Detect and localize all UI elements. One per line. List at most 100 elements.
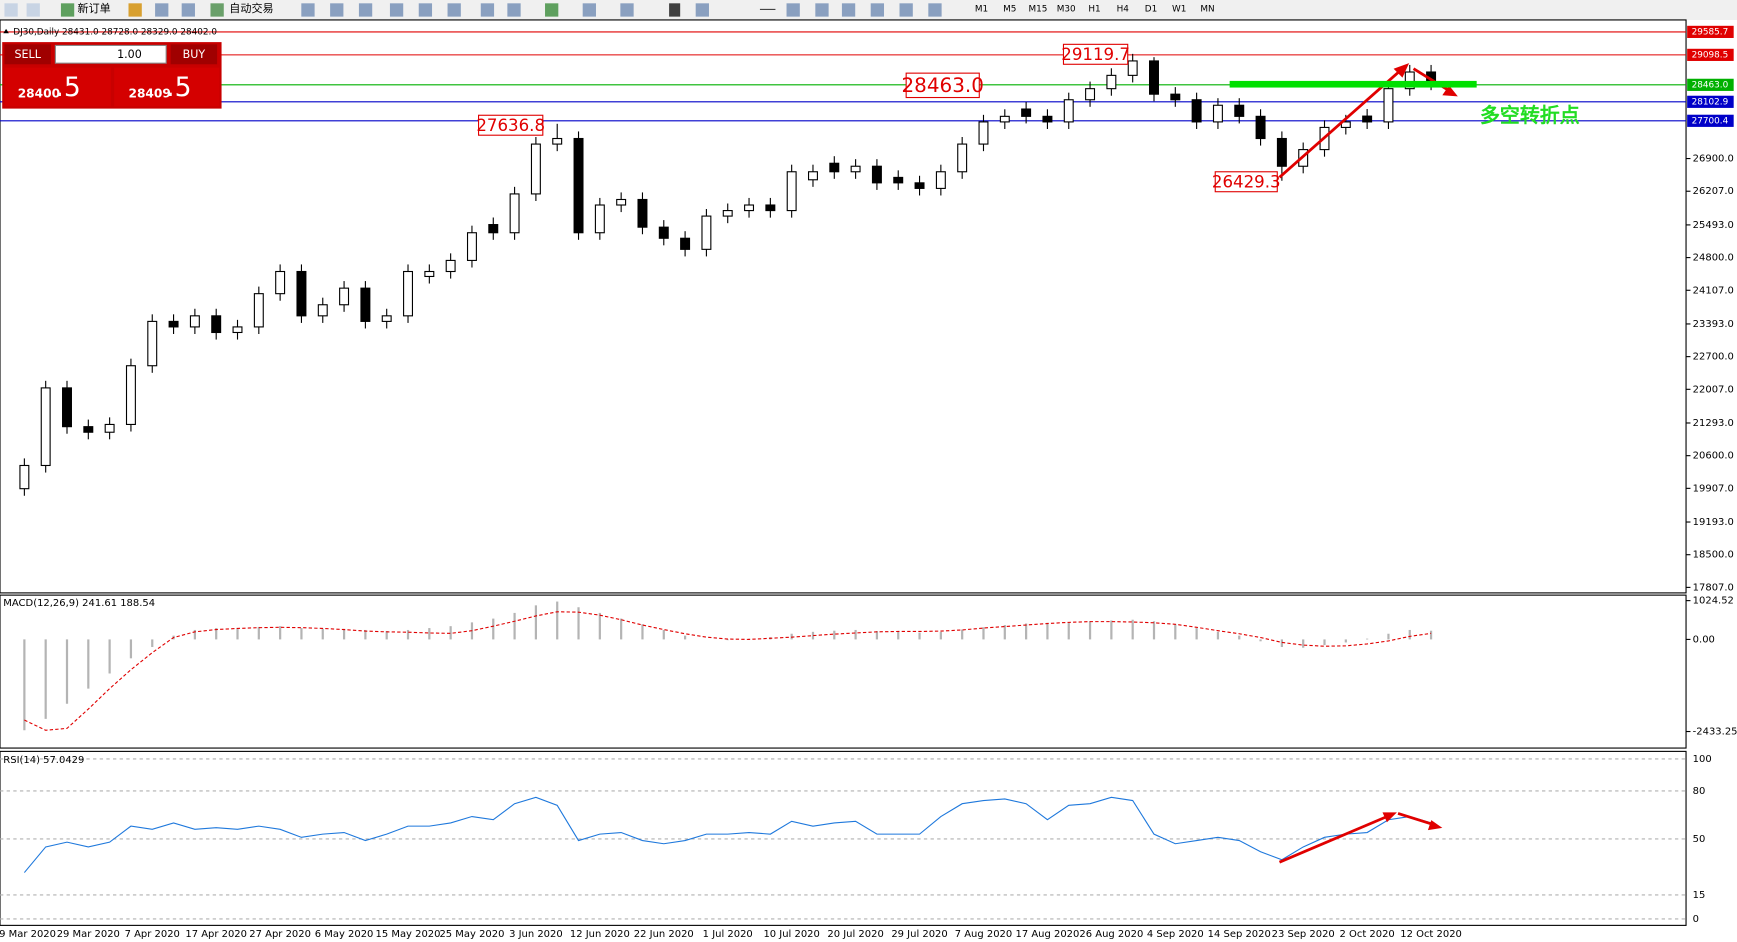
candle-body xyxy=(786,171,797,212)
x-tick-label: 2 Oct 2020 xyxy=(1339,929,1394,940)
candle-body xyxy=(552,137,563,145)
timeframe-button[interactable]: M5 xyxy=(1003,4,1016,14)
x-tick-label: 12 Oct 2020 xyxy=(1400,929,1462,940)
timeframe-button[interactable]: M15 xyxy=(1029,4,1048,14)
symbol-marker xyxy=(3,28,9,34)
candle-body xyxy=(147,320,158,367)
y-tick-label: 19907.0 xyxy=(1693,483,1734,494)
candle-body xyxy=(1255,115,1266,140)
macd-panel xyxy=(0,594,1687,749)
lot-input[interactable] xyxy=(54,44,167,64)
turning-point-note: 多空转折点 xyxy=(1480,103,1580,127)
candle-body xyxy=(978,121,989,145)
candle-body xyxy=(914,182,925,189)
price-line-tag xyxy=(1687,114,1734,127)
candle-body xyxy=(339,287,350,306)
candle-body xyxy=(893,176,904,184)
timeframe-button[interactable]: MN xyxy=(1200,4,1214,14)
price-line-tag xyxy=(1687,48,1734,61)
candle-body xyxy=(744,204,755,212)
candle-body xyxy=(1340,121,1351,128)
toolbar xyxy=(0,0,1737,20)
price-line-label: 27700.4 xyxy=(1692,116,1729,126)
candle-body xyxy=(360,287,371,322)
y-tick-label: 20600.0 xyxy=(1693,451,1734,462)
x-tick-label: 14 Sep 2020 xyxy=(1208,929,1271,940)
candle-body xyxy=(530,143,541,195)
annotation-box xyxy=(1214,171,1278,193)
price-line-tag xyxy=(1687,78,1734,91)
plot-layer: 26900.0 26207.0 25493.0 24800.0 24107.0 23393… xyxy=(0,25,1737,940)
x-tick-label: 10 Jul 2020 xyxy=(763,929,819,940)
candle-body xyxy=(573,137,584,234)
candle-body xyxy=(637,198,648,228)
timeframe-button[interactable]: H4 xyxy=(1117,4,1130,14)
candle-body xyxy=(807,171,818,181)
sell-button[interactable] xyxy=(4,44,51,65)
lot-value: 1.00 xyxy=(117,48,142,61)
y-tick-label: 19193.0 xyxy=(1693,517,1734,528)
y-tick-label: 21293.0 xyxy=(1693,418,1734,429)
candle-body xyxy=(1021,108,1032,117)
candle-body xyxy=(317,304,328,317)
y-tick-label: 80 xyxy=(1693,786,1706,797)
candle-body xyxy=(1276,137,1287,167)
timeframe-button[interactable]: D1 xyxy=(1145,4,1157,14)
candle-body xyxy=(658,226,669,239)
timeframe-bar: M1 M5 M15 M30 H1 H4 D1 W1 MN xyxy=(975,4,1215,14)
trade-panel: SELL 1.00 BUY 28400 .5 28409 .5 xyxy=(2,42,222,109)
timeframe-button[interactable]: M1 xyxy=(975,4,988,14)
price-line-label: 29585.7 xyxy=(1692,27,1729,37)
sell-label: SELL xyxy=(15,48,42,61)
y-tick-label: 26207.0 xyxy=(1693,186,1734,197)
macd-signal xyxy=(24,611,1432,731)
y-tick-label: 22700.0 xyxy=(1693,352,1734,363)
x-tick-label: 29 Mar 2020 xyxy=(57,929,120,940)
price-line-tag xyxy=(1687,95,1734,108)
candle-body xyxy=(935,171,946,189)
timeframe-button[interactable]: M30 xyxy=(1057,4,1076,14)
y-tick-label: 23393.0 xyxy=(1693,319,1734,330)
candle-body xyxy=(701,215,712,250)
x-tick-label: 22 Jun 2020 xyxy=(634,929,694,940)
price-line-label: 28463.0 xyxy=(1692,80,1729,90)
annotation: 26429.3 xyxy=(1212,172,1281,191)
candle-body xyxy=(1234,104,1245,117)
buy-label: BUY xyxy=(183,48,206,61)
rsi-line xyxy=(23,796,1432,873)
candle-body xyxy=(168,320,179,328)
timeframe-button[interactable]: W1 xyxy=(1172,4,1186,14)
annotation: 28463.0 xyxy=(902,73,984,97)
candle-body xyxy=(850,165,861,173)
x-tick-label: 7 Apr 2020 xyxy=(125,929,180,940)
x-tick-label: 26 Aug 2020 xyxy=(1079,929,1143,940)
ask-price: 28409 xyxy=(129,87,171,101)
x-tick-label: 1 Jul 2020 xyxy=(703,929,753,940)
buy-price-box[interactable] xyxy=(114,67,220,107)
candle-body xyxy=(296,270,307,317)
candle-body xyxy=(232,326,243,334)
timeframe-button[interactable]: H1 xyxy=(1088,4,1100,14)
price-line-tag xyxy=(1687,25,1734,38)
bid-price: 28400 xyxy=(18,87,60,101)
y-tick-label: 0.00 xyxy=(1693,634,1715,645)
candle-body xyxy=(189,315,200,328)
ask-price-big: .5 xyxy=(166,72,191,103)
auto-trade-button[interactable]: 自动交易 xyxy=(229,1,273,15)
candle-body xyxy=(1085,88,1096,101)
symbol-info: DJ30,Daily 28431.0 28728.0 28329.0 28402… xyxy=(13,28,217,38)
toolbar-icons xyxy=(4,3,942,17)
candle-body xyxy=(466,232,477,261)
y-tick-label: 25493.0 xyxy=(1693,220,1734,231)
new-order-button[interactable]: 新订单 xyxy=(78,1,111,15)
y-tick-label: 17807.0 xyxy=(1693,582,1734,593)
candle-body xyxy=(722,210,733,217)
sell-price-box[interactable] xyxy=(4,67,111,107)
candle-body xyxy=(957,143,968,173)
buy-button[interactable] xyxy=(170,44,218,65)
y-tick-label: 100 xyxy=(1693,754,1712,765)
y-tick-label: 18500.0 xyxy=(1693,550,1734,561)
candle-body xyxy=(275,270,286,295)
